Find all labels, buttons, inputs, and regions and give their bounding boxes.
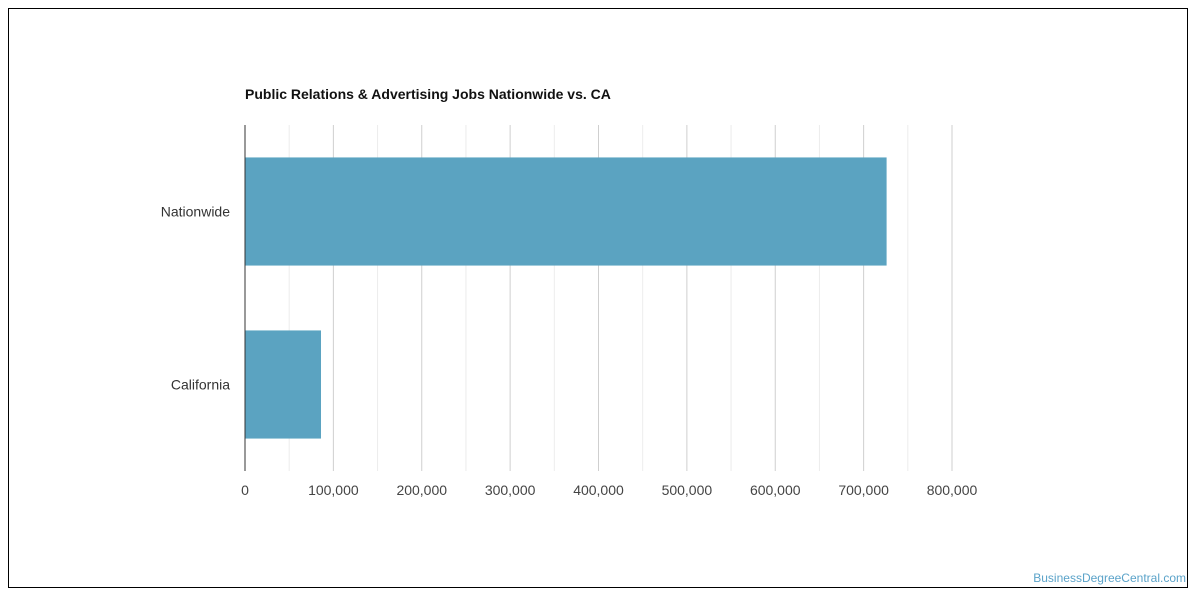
- y-category-label: Nationwide: [161, 204, 230, 220]
- x-tick-label: 400,000: [573, 482, 624, 498]
- x-tick-label: 600,000: [750, 482, 801, 498]
- x-tick-label: 100,000: [308, 482, 359, 498]
- x-tick-label: 500,000: [662, 482, 713, 498]
- y-category-label: California: [171, 377, 230, 393]
- x-tick-label: 700,000: [838, 482, 889, 498]
- x-tick-label: 0: [241, 482, 249, 498]
- chart-title: Public Relations & Advertising Jobs Nati…: [245, 86, 611, 102]
- watermark[interactable]: BusinessDegreeCentral.com: [1033, 571, 1186, 585]
- x-tick-label: 200,000: [396, 482, 447, 498]
- x-tick-label: 800,000: [927, 482, 978, 498]
- bar-nationwide: [245, 157, 887, 266]
- bar-california: [245, 330, 322, 439]
- x-tick-label: 300,000: [485, 482, 536, 498]
